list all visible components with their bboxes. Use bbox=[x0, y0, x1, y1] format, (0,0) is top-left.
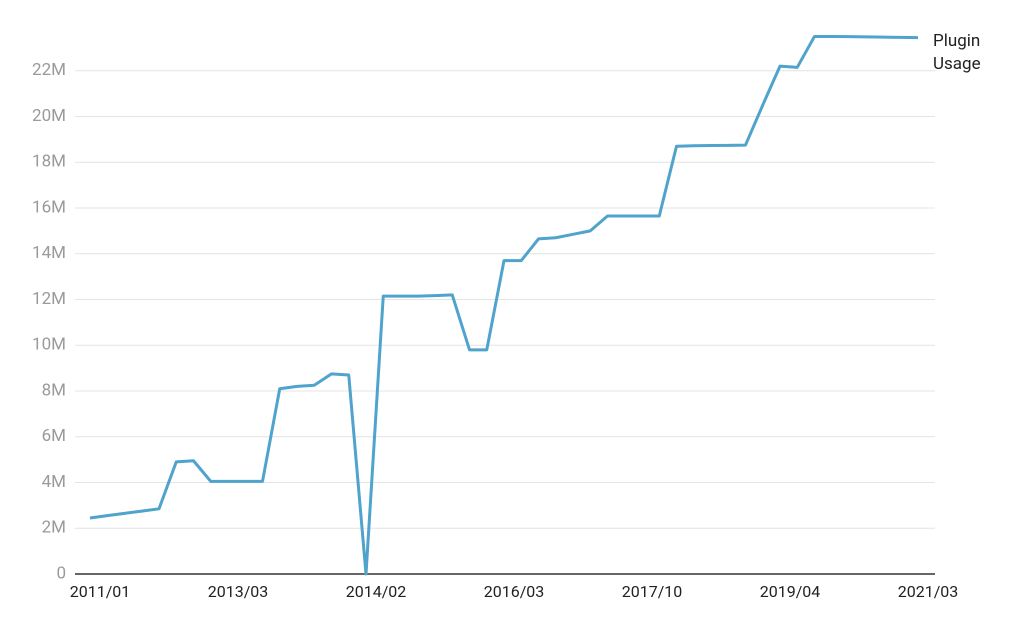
y-tick-label: 22M bbox=[32, 60, 66, 80]
x-tick-label: 2016/03 bbox=[484, 582, 545, 601]
y-tick-label: 0 bbox=[56, 563, 66, 583]
series-label: Plugin Usage bbox=[933, 31, 981, 74]
y-tick-label: 8M bbox=[42, 380, 66, 400]
y-tick-label: 18M bbox=[32, 152, 66, 172]
y-tick-label: 2M bbox=[42, 518, 66, 538]
line bbox=[89, 34, 919, 576]
y-tick-label: 6M bbox=[42, 426, 66, 446]
x-tick-label: 2019/04 bbox=[760, 582, 821, 601]
x-tick-label: 2021/03 bbox=[898, 582, 959, 601]
x-tick-label: 2013/03 bbox=[208, 582, 269, 601]
x-tick-label: 2014/02 bbox=[346, 582, 407, 601]
y-tick-label: 4M bbox=[42, 472, 66, 492]
y-tick-label: 12M bbox=[32, 289, 66, 309]
y-tick-label: 14M bbox=[32, 243, 66, 263]
y-tick-label: 20M bbox=[32, 106, 66, 126]
y-tick-label: 10M bbox=[32, 335, 66, 355]
x-tick-label: 2011/01 bbox=[70, 582, 131, 601]
y-tick-label: 16M bbox=[32, 197, 66, 217]
x-tick-label: 2017/10 bbox=[622, 582, 683, 601]
